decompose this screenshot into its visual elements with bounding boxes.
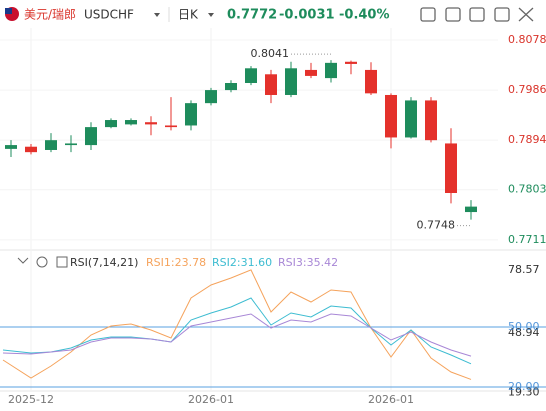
candle-body [205,90,217,104]
symbol[interactable]: USDCHF [84,8,134,22]
reference-label: 20.00 [508,380,540,393]
change-pct: -0.40% [339,8,390,23]
candle-body [405,100,417,138]
tool-icon[interactable] [420,7,436,22]
rsi-line [2,297,472,365]
y-tick-label: 19.30 [508,385,540,398]
candle-body [5,145,17,149]
price: 0.7772 [227,8,277,23]
y-tick-label: 78.57 [508,263,540,276]
y-tick-label: 0.7986 [508,83,546,96]
toolbar: 美元/瑞郎 USDCHF 日K 0.7772 -0.0031 -0.40% [5,7,534,23]
flag-canton [5,8,12,14]
candle-body [185,103,197,126]
legend-entry: RSI2:31.60 [212,256,272,269]
change: -0.0031 [279,8,335,23]
symbol-cn[interactable]: 美元/瑞郎 [24,8,76,22]
legend-entry: RSI3:35.42 [278,256,338,269]
candle-body [245,68,257,83]
y-tick-label: 48.94 [508,326,540,339]
annotation-high: 0.8041 [251,47,290,60]
candle-body [365,69,377,94]
candle-body [285,68,297,95]
candle-body [85,127,97,146]
add-icon[interactable] [56,256,68,268]
settings-icon[interactable] [36,256,48,268]
candle-body [425,100,437,141]
candle-body [125,120,137,125]
candle-body [65,143,77,146]
candle-body [45,140,57,150]
period[interactable]: 日K [178,8,199,22]
x-tick-label: 2025-12 [8,393,54,406]
candle-body [25,146,37,153]
y-tick-label: 0.7894 [508,133,546,146]
tool-icon[interactable] [469,7,485,22]
rsi-header: RSI(7,14,21) [17,256,138,269]
legend-entry: RSI1:23.78 [146,256,206,269]
candle-body [325,62,337,79]
dropdown-arrow[interactable] [208,13,214,17]
candle-body [145,122,157,125]
candle-body [225,83,237,91]
candle-body [105,120,117,128]
x-tick-label: 2026-01 [368,393,414,406]
candle-body [165,125,177,128]
annotation-low: 0.7748 [417,219,456,232]
candle-body [305,69,317,76]
dropdown-arrow[interactable] [154,13,160,17]
candle-body [345,61,357,64]
close-icon[interactable] [518,7,534,22]
y-tick-label: 0.8078 [508,33,546,46]
candle-body [445,143,457,193]
reference-label: 50.00 [508,320,540,333]
y-tick-label: 0.7803 [508,183,546,196]
y-tick-label: 0.7711 [508,233,546,246]
x-tick-label: 2026-01 [188,393,234,406]
indicator-title: RSI(7,14,21) [70,256,138,269]
rsi-line [2,269,472,380]
candle-body [465,206,477,213]
tool-icon[interactable] [445,7,461,22]
collapse-icon[interactable] [17,257,29,264]
rsi-line [2,313,472,357]
tool-icon[interactable] [494,7,510,22]
candle-body [265,74,277,95]
candle-body [385,94,397,138]
